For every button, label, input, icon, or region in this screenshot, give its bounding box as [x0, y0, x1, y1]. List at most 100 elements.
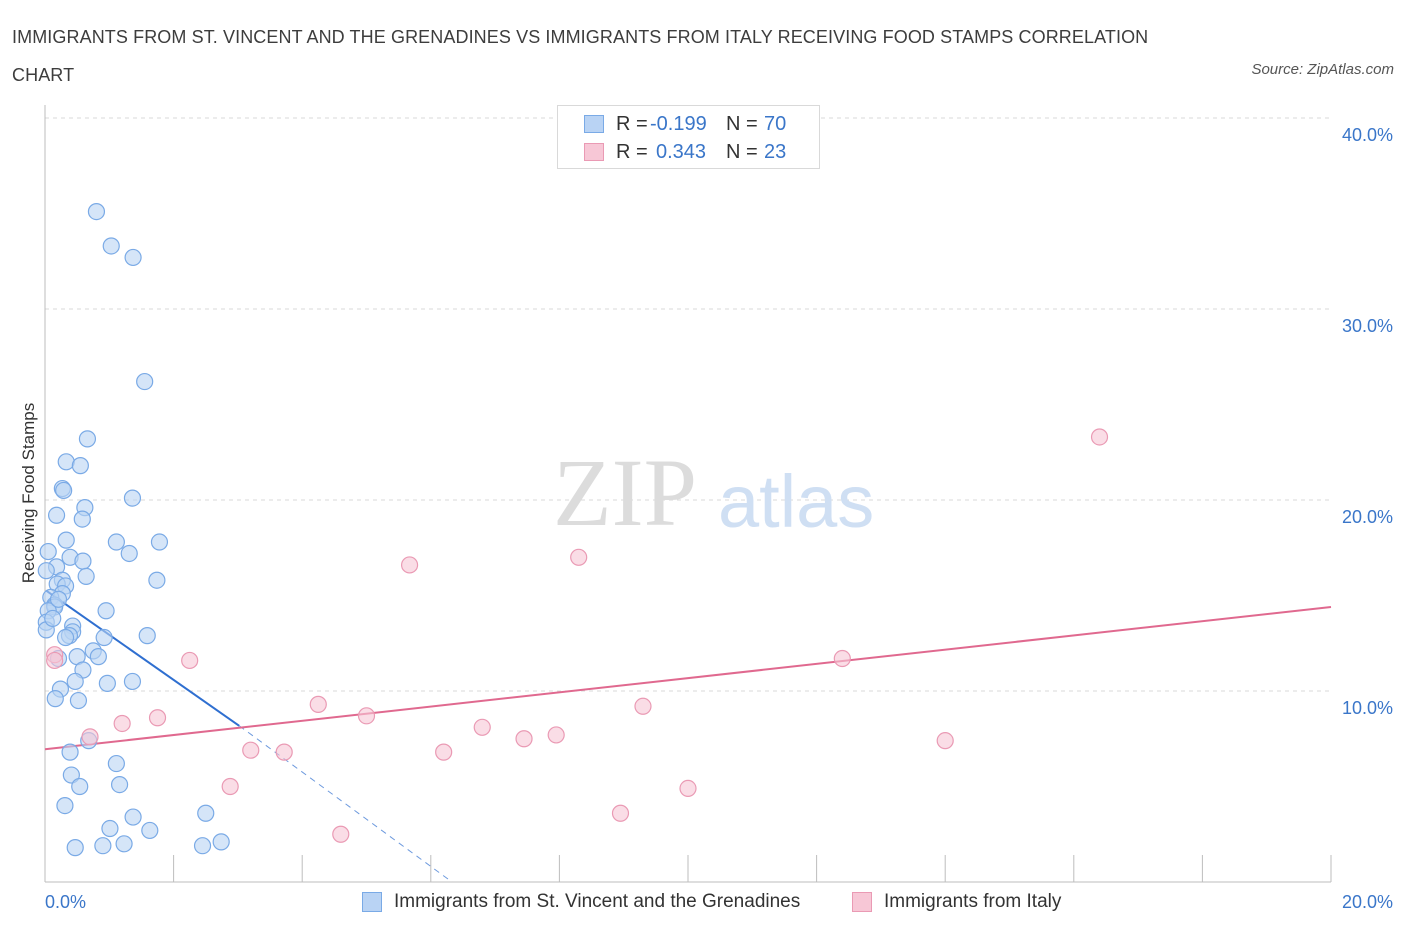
series-st-vincent-points [37, 202, 230, 857]
data-point-st-vincent [87, 202, 106, 221]
data-point-st-vincent [141, 821, 159, 840]
data-point-italy [547, 726, 565, 744]
data-point-st-vincent [39, 542, 57, 561]
data-point-st-vincent [123, 489, 142, 507]
data-point-st-vincent [123, 672, 142, 691]
data-point-st-vincent [107, 533, 125, 551]
data-point-st-vincent [110, 775, 129, 794]
data-point-italy [148, 709, 167, 727]
data-point-st-vincent [56, 628, 75, 647]
data-point-italy [400, 556, 419, 574]
data-point-st-vincent [56, 796, 74, 815]
legend-n-value: 23 [764, 140, 787, 163]
data-point-st-vincent [57, 453, 75, 471]
data-point-st-vincent [55, 481, 73, 500]
legend-row-st-vincent: R = -0.199 N = 70 [584, 111, 786, 137]
legend-n-label: N = [726, 112, 758, 135]
data-point-st-vincent [49, 590, 68, 608]
watermark-atlas: atlas [718, 460, 874, 543]
y-axis-label: Receiving Food Stamps [19, 403, 38, 583]
bottom-legend-italy: Immigrants from Italy [852, 888, 1061, 916]
data-point-st-vincent [89, 648, 107, 666]
data-point-st-vincent [77, 567, 95, 586]
data-point-st-vincent [57, 531, 75, 549]
data-point-italy [275, 743, 293, 761]
data-point-st-vincent [74, 552, 92, 570]
data-point-st-vincent [193, 837, 212, 855]
data-point-italy [221, 777, 239, 796]
legend-r-value: 0.343 [656, 140, 707, 163]
legend-r-label: R = [616, 140, 648, 163]
data-point-st-vincent [47, 506, 66, 524]
data-point-st-vincent [37, 562, 55, 580]
data-point-st-vincent [95, 628, 113, 647]
y-tick-label: 30.0% [1342, 316, 1393, 336]
data-point-st-vincent [44, 609, 62, 628]
correlation-legend: R = -0.199 N = 70 R = 0.343 N = 23 [557, 105, 820, 169]
data-point-st-vincent [101, 819, 119, 838]
data-point-italy [309, 695, 327, 713]
data-point-st-vincent [124, 248, 142, 267]
data-point-st-vincent [212, 833, 230, 851]
legend-swatch-pink [584, 143, 604, 161]
data-point-st-vincent [62, 766, 80, 784]
data-point-italy [679, 779, 697, 798]
axes [44, 105, 1332, 883]
data-point-st-vincent [107, 754, 125, 773]
x-tick-label: 0.0% [45, 892, 86, 912]
bottom-legend-swatch-blue [362, 892, 382, 912]
watermark-zip: ZIP [553, 439, 697, 546]
data-point-st-vincent [94, 837, 112, 855]
legend-r-label: R = [616, 112, 648, 135]
legend-r-value: -0.199 [650, 112, 707, 135]
data-point-italy [634, 697, 652, 715]
data-point-italy [570, 548, 588, 566]
trend-line-italy [44, 605, 1332, 751]
data-point-st-vincent [148, 571, 166, 589]
data-point-st-vincent [136, 372, 154, 391]
data-point-st-vincent [97, 602, 115, 620]
data-point-st-vincent [78, 430, 97, 448]
data-point-italy [936, 732, 954, 750]
y-tick-label: 20.0% [1342, 507, 1393, 527]
y-tick-label: 40.0% [1342, 125, 1393, 145]
data-point-st-vincent [150, 533, 169, 551]
x-tick-labels: 0.0% 20.0% [45, 892, 1393, 912]
data-point-st-vincent [124, 808, 142, 826]
data-point-st-vincent [138, 627, 156, 645]
data-point-st-vincent [71, 777, 89, 796]
data-point-italy [113, 714, 131, 733]
data-point-st-vincent [98, 674, 116, 692]
data-point-italy [435, 743, 453, 761]
data-point-st-vincent [115, 835, 133, 853]
trend-line-st-vincent-extension [238, 725, 453, 883]
data-point-st-vincent [197, 804, 215, 822]
data-point-st-vincent [66, 672, 84, 691]
bottom-legend-st-vincent: Immigrants from St. Vincent and the Gren… [362, 888, 800, 916]
data-point-st-vincent [69, 691, 88, 710]
legend-n-label: N = [726, 140, 758, 163]
watermark: ZIP atlas [553, 439, 874, 546]
gridlines [45, 117, 1331, 692]
legend-row-italy: R = 0.343 N = 23 [584, 139, 786, 165]
data-point-st-vincent [66, 839, 84, 857]
y-tick-labels: 10.0% 20.0% 30.0% 40.0% [1342, 125, 1393, 718]
data-point-italy [833, 649, 851, 668]
data-point-st-vincent [73, 510, 91, 528]
data-point-st-vincent [46, 690, 64, 708]
y-tick-label: 10.0% [1342, 698, 1393, 718]
trend-line-st-vincent [45, 589, 240, 727]
data-point-italy [357, 707, 376, 725]
data-point-italy [242, 741, 260, 759]
source-credit: Source: ZipAtlas.com [1251, 61, 1394, 78]
data-point-st-vincent [102, 237, 120, 255]
legend-n-value: 70 [764, 112, 787, 135]
data-point-italy [46, 651, 64, 670]
data-point-italy [81, 728, 99, 746]
data-point-italy [473, 718, 491, 736]
bottom-legend-swatch-pink [852, 892, 872, 912]
data-point-st-vincent [120, 544, 138, 563]
data-point-italy [181, 651, 199, 670]
data-point-italy [1090, 428, 1109, 446]
